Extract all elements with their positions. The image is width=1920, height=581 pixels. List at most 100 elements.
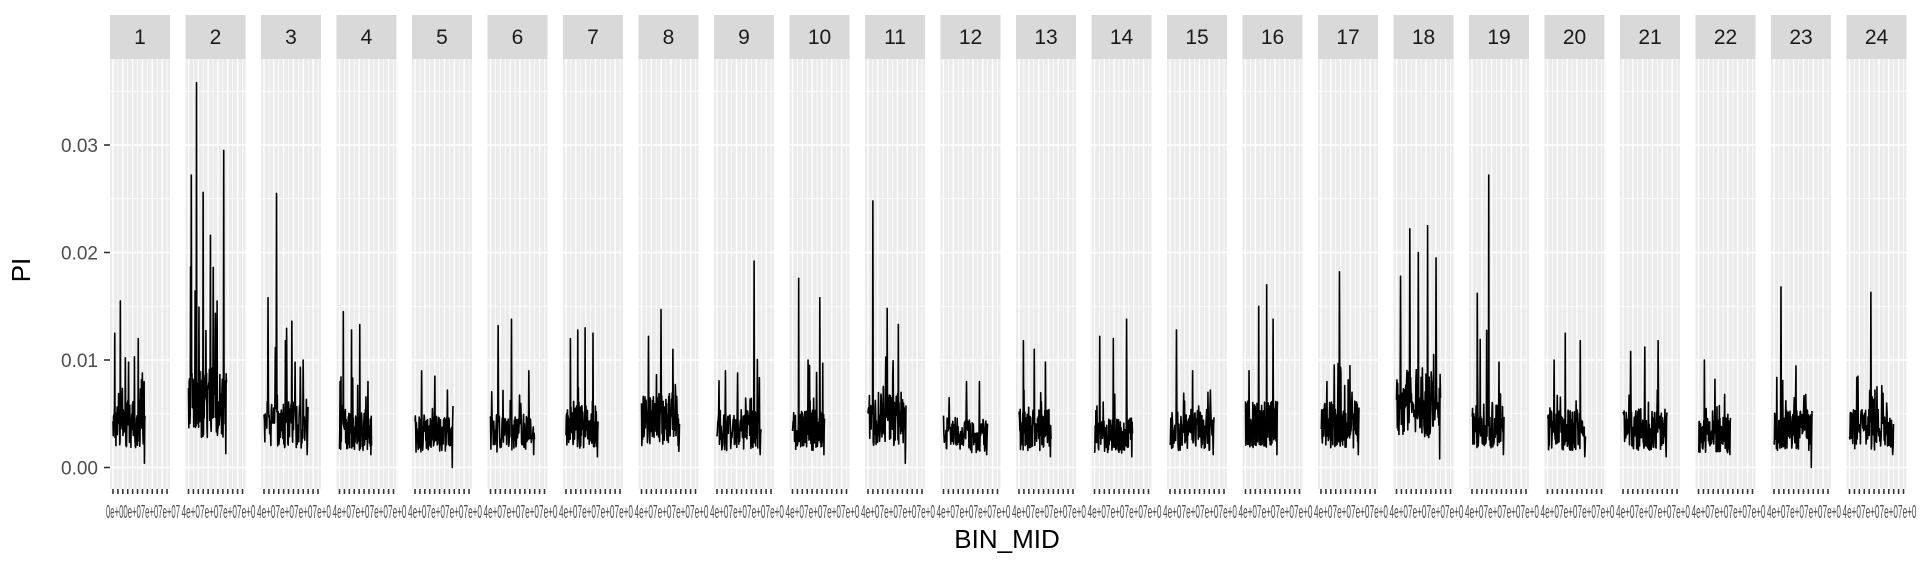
series-line-1 — [112, 300, 146, 465]
facet-panel-3: 3 — [261, 15, 321, 489]
facet-label-3: 3 — [285, 26, 297, 49]
series-line-11 — [867, 200, 907, 465]
series-line-8 — [640, 308, 681, 453]
series-line-9 — [716, 260, 762, 456]
x-tick-labels-10: 4e+07e+07e+07e+0 — [786, 502, 860, 522]
facet-strip-19 — [1469, 15, 1529, 59]
series-line-4 — [338, 310, 373, 456]
facet-strip-11 — [865, 15, 925, 59]
series-line-18 — [1395, 224, 1442, 460]
facet-label-17: 17 — [1336, 26, 1359, 49]
facet-strip-14 — [1091, 15, 1152, 59]
facet-panel-7: 7 — [563, 15, 623, 489]
x-tick-labels-3: 4e+07e+07e+07e+0 — [257, 502, 331, 522]
facet-label-12: 12 — [959, 26, 982, 49]
facet-panel-2: 2 — [185, 15, 246, 489]
x-tick-labels-2: 4e+07e+07e+07e+0 — [182, 502, 256, 522]
facet-label-5: 5 — [436, 26, 448, 49]
x-tick-labels-19: 4e+07e+07e+07e+0 — [1465, 502, 1539, 522]
facet-strip-8 — [638, 15, 699, 59]
series-line-14 — [1093, 318, 1134, 458]
series-line-23 — [1773, 286, 1813, 469]
facet-label-10: 10 — [808, 26, 831, 49]
facet-panel-5: 5 — [412, 15, 472, 489]
x-tick-labels-12: 4e+07e+07e+07e+0 — [937, 502, 1011, 522]
x-tick-labels-1: 0e+00e+07e+07e+07 — [106, 502, 180, 522]
x-tick-labels-21: 4e+07e+07e+07e+0 — [1616, 502, 1690, 522]
x-tick-labels-4: 4e+07e+07e+07e+0 — [333, 502, 407, 522]
series-line-20 — [1546, 332, 1587, 458]
y-tick-label: 0.02 — [61, 244, 98, 265]
facet-label-9: 9 — [738, 26, 750, 49]
facet-label-15: 15 — [1185, 26, 1208, 49]
facet-strip-17 — [1318, 15, 1378, 59]
facet-strip-23 — [1771, 15, 1831, 59]
series-line-3 — [263, 192, 309, 456]
facet-panel-9: 9 — [714, 15, 774, 489]
x-tick-labels-7: 4e+07e+07e+07e+0 — [559, 502, 633, 522]
series-line-6 — [489, 318, 536, 456]
facet-strip-24 — [1846, 15, 1907, 59]
facet-label-18: 18 — [1412, 26, 1435, 49]
facet-label-22: 22 — [1714, 26, 1737, 49]
x-tick-labels-9: 4e+07e+07e+07e+0 — [710, 502, 784, 522]
facet-strip-9 — [714, 15, 774, 59]
series-line-2 — [187, 81, 228, 455]
x-tick-labels-13: 4e+07e+07e+07e+0 — [1012, 502, 1086, 522]
facet-label-13: 13 — [1034, 26, 1057, 49]
facet-panel-18: 18 — [1393, 15, 1454, 489]
facet-panel-15: 15 — [1167, 15, 1227, 489]
y-axis-title: PI — [6, 258, 36, 283]
facet-label-4: 4 — [361, 26, 373, 49]
facet-label-14: 14 — [1110, 26, 1134, 49]
x-tick-labels-14: 4e+07e+07e+07e+0 — [1088, 502, 1162, 522]
facet-strip-12 — [940, 15, 1001, 59]
facet-strip-20 — [1544, 15, 1605, 59]
series-line-22 — [1697, 359, 1732, 456]
facet-panel-22: 22 — [1695, 15, 1756, 489]
x-tick-labels-11: 4e+07e+07e+07e+0 — [861, 502, 935, 522]
facet-label-11: 11 — [884, 26, 906, 49]
facet-panel-14: 14 — [1091, 15, 1152, 489]
y-axis: 0.00 0.01 0.02 0.03 — [61, 136, 110, 480]
x-tick-labels-20: 4e+07e+07e+07e+0 — [1541, 502, 1615, 522]
facet-label-6: 6 — [512, 26, 524, 49]
y-tick-label: 0.00 — [61, 459, 98, 480]
facet-strip-16 — [1242, 15, 1303, 59]
series-line-12 — [942, 380, 989, 456]
y-tick-label: 0.01 — [61, 351, 98, 372]
facet-panel-8: 8 — [638, 15, 699, 489]
facet-panel-24: 24 — [1846, 15, 1907, 489]
series-line-24 — [1848, 291, 1895, 456]
x-tick-labels-8: 4e+07e+07e+07e+0 — [635, 502, 709, 522]
facet-strip-2 — [185, 15, 246, 59]
x-axis-title: BIN_MID — [954, 524, 1059, 554]
x-tick-labels-18: 4e+07e+07e+07e+0 — [1390, 502, 1464, 522]
series-line-13 — [1018, 339, 1052, 458]
facet-strip-6 — [487, 15, 548, 59]
x-tick-labels-22: 4e+07e+07e+07e+0 — [1692, 502, 1766, 522]
series-line-5 — [414, 369, 454, 469]
facet-strip-18 — [1393, 15, 1454, 59]
facet-panel-4: 4 — [336, 15, 397, 489]
panel-background — [940, 59, 1001, 489]
x-axis: 0e+00e+07e+07e+07 4e+07e+07e+07e+0 4e+07e+… — [106, 489, 1917, 522]
facet-panel-1: 1 — [110, 15, 170, 489]
facet-strip-7 — [563, 15, 623, 59]
series-line-21 — [1622, 339, 1668, 458]
facet-label-1: 1 — [134, 26, 146, 49]
facet-panel-13: 13 — [1016, 15, 1076, 489]
facet-panel-21: 21 — [1620, 15, 1680, 489]
facet-label-19: 19 — [1487, 26, 1510, 49]
facet-strip-15 — [1167, 15, 1227, 59]
facet-label-16: 16 — [1261, 26, 1284, 49]
facet-strip-5 — [412, 15, 472, 59]
facet-label-23: 23 — [1789, 26, 1812, 49]
x-tick-labels-17: 4e+07e+07e+07e+0 — [1314, 502, 1388, 522]
facet-strip-13 — [1016, 15, 1076, 59]
x-tick-labels-15: 4e+07e+07e+07e+0 — [1163, 502, 1237, 522]
series-line-7 — [565, 326, 599, 458]
facet-panel-19: 19 — [1469, 15, 1529, 489]
facet-label-24: 24 — [1865, 26, 1889, 49]
series-line-15 — [1169, 329, 1215, 456]
